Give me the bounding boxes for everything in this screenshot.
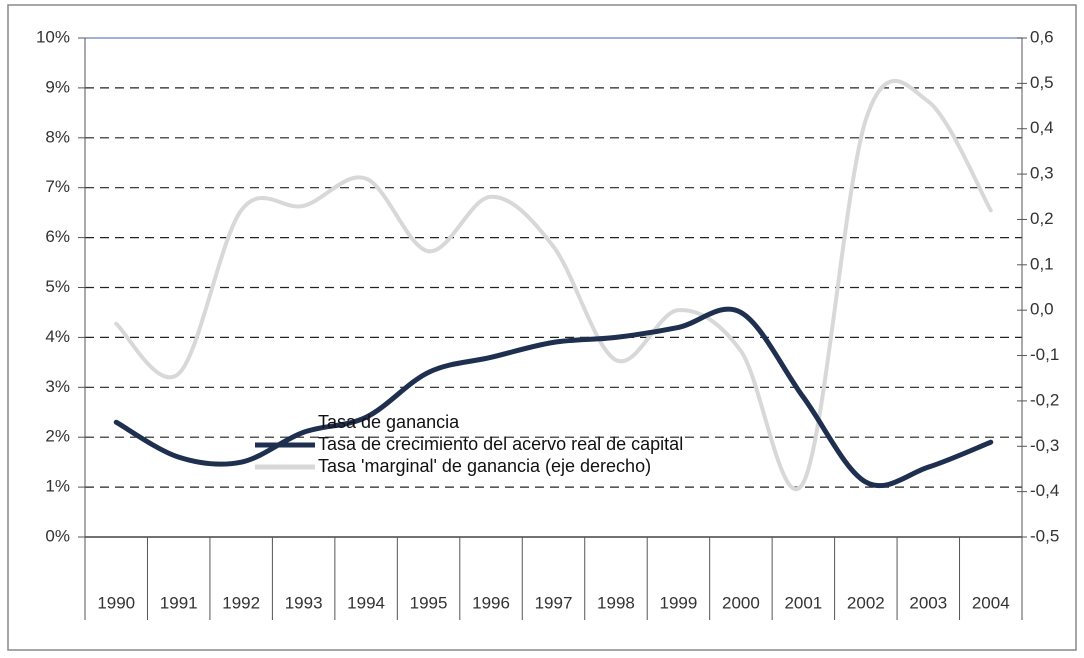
x-tick-label: 1998: [597, 593, 635, 612]
frame: [7, 4, 1077, 651]
y2-tick-label: 0,4: [1030, 118, 1054, 137]
legend-label: Tasa 'marginal' de ganancia (eje derecho…: [318, 456, 651, 476]
x-tick-label: 1995: [410, 593, 448, 612]
y-tick-label: 7%: [45, 177, 70, 196]
y2-tick-label: -0,4: [1030, 481, 1059, 500]
y2-tick-label: 0,2: [1030, 209, 1054, 228]
x-tick-label: 2004: [972, 593, 1010, 612]
y-tick-label: 1%: [45, 477, 70, 496]
y2-tick-label: 0,5: [1030, 73, 1054, 92]
y-tick-label: 9%: [45, 77, 70, 96]
legend-label: Tasa de crecimiento del acervo real de c…: [318, 434, 683, 454]
y2-tick-label: 0,3: [1030, 164, 1054, 183]
y-tick-label: 6%: [45, 227, 70, 246]
y2-tick-label: -0,1: [1030, 345, 1059, 364]
y2-tick-label: -0,5: [1030, 526, 1059, 545]
x-tick-label: 2000: [722, 593, 760, 612]
legend-label: Tasa de ganancia: [318, 412, 460, 432]
y-tick-label: 3%: [45, 377, 70, 396]
y-tick-label: 8%: [45, 127, 70, 146]
y2-tick-label: 0,1: [1030, 254, 1054, 273]
x-tick-label: 1991: [160, 593, 198, 612]
y-tick-label: 4%: [45, 327, 70, 346]
y2-tick-label: -0,3: [1030, 436, 1059, 455]
x-tick-label: 1997: [535, 593, 573, 612]
x-tick-label: 1994: [347, 593, 385, 612]
y2-tick-label: 0,6: [1030, 27, 1054, 46]
x-tick-label: 2001: [784, 593, 822, 612]
y-tick-label: 5%: [45, 277, 70, 296]
x-tick-label: 1993: [285, 593, 323, 612]
x-tick-label: 2003: [909, 593, 947, 612]
y-tick-label: 2%: [45, 427, 70, 446]
series-line: [113, 306, 994, 489]
y2-tick-label: -0,2: [1030, 390, 1059, 409]
y2-tick-label: 0,0: [1030, 300, 1054, 319]
x-tick-label: 1996: [472, 593, 510, 612]
x-tick-label: 1990: [97, 593, 135, 612]
y-tick-label: 10%: [36, 27, 70, 46]
y-tick-label: 0%: [45, 526, 70, 545]
series-line: [114, 79, 993, 492]
x-tick-label: 1999: [660, 593, 698, 612]
x-tick-label: 2002: [847, 593, 885, 612]
x-tick-label: 1992: [222, 593, 260, 612]
